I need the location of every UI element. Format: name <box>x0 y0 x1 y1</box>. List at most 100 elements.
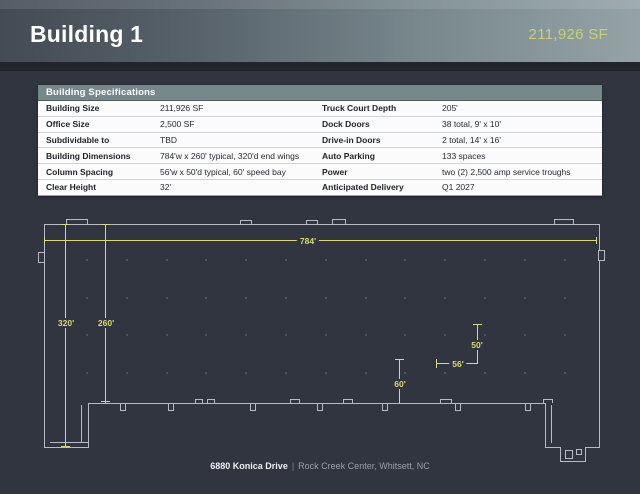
column-dot <box>325 259 327 261</box>
dimension-line-wing-depth <box>65 224 66 447</box>
column-dot <box>245 259 247 261</box>
column-dot <box>325 297 327 299</box>
building-outline-bottom-main <box>88 403 546 404</box>
column-dot <box>166 334 168 336</box>
column-dot <box>166 297 168 299</box>
spec-value: TBD <box>160 134 177 145</box>
column-dot <box>126 372 128 374</box>
column-dot <box>444 334 446 336</box>
footer-address: 6880 Konica Drive <box>210 461 288 471</box>
spec-label: Clear Height <box>46 182 97 193</box>
wall-notch <box>38 252 45 263</box>
dimension-label-speed-bay: 60' <box>391 379 409 389</box>
column-dot <box>404 334 406 336</box>
spec-label: Office Size <box>46 119 90 130</box>
dimension-label-typical-depth: 260' <box>94 318 118 328</box>
left-wing-inner-floor <box>50 442 88 443</box>
right-wing-inner-wall <box>551 405 552 443</box>
column-dot <box>365 372 367 374</box>
roof-bump <box>66 219 88 224</box>
spec-label: Subdividable to <box>46 134 110 145</box>
column-dot <box>404 297 406 299</box>
wall-bump <box>440 399 452 403</box>
building-outline-left <box>44 224 45 448</box>
dock-door-mark <box>168 404 174 411</box>
table-row: Column Spacing 56'w x 50'd typical, 60' … <box>38 164 602 180</box>
column-dot <box>365 297 367 299</box>
roof-bump <box>332 219 346 224</box>
footer-separator: | <box>291 461 295 471</box>
dock-door-mark <box>120 404 126 411</box>
spec-value: 38 total, 9' x 10' <box>442 119 502 130</box>
spec-label: Column Spacing <box>46 166 114 177</box>
footer: 6880 Konica Drive | Rock Creek Center, Whi… <box>0 461 640 471</box>
column-dot <box>365 259 367 261</box>
entry-vestibule <box>560 447 586 462</box>
header: Building 1 211,926 SF <box>0 0 640 62</box>
wall-bump <box>343 399 353 403</box>
column-dot <box>325 334 327 336</box>
column-dot <box>126 259 128 261</box>
dimension-tick <box>61 446 70 447</box>
column-dot <box>245 372 247 374</box>
column-dot <box>86 372 88 374</box>
page-title: Building 1 <box>30 20 144 47</box>
dimension-label-width: 784' <box>296 236 320 246</box>
table-row: Building Dimensions 784'w x 260' typical… <box>38 148 602 165</box>
header-divider <box>0 62 640 71</box>
entry-vestibule-detail <box>576 449 582 455</box>
left-wing-bottom <box>44 447 89 448</box>
dock-door-mark <box>317 404 323 411</box>
table-row: Office Size 2,500 SF Dock Doors 38 total… <box>38 117 602 133</box>
column-dot <box>86 297 88 299</box>
table-row: Subdividable to TBD Drive-in Doors 2 tot… <box>38 133 602 149</box>
spec-value: 2 total, 14' x 16' <box>442 134 502 145</box>
column-dot <box>126 297 128 299</box>
spec-value: 205' <box>442 103 458 114</box>
wall-bump <box>195 399 203 403</box>
spec-value: 56'w x 50'd typical, 60' speed bay <box>160 166 286 177</box>
column-dot <box>484 259 486 261</box>
spec-label: Power <box>322 166 348 177</box>
left-wing-inner-wall <box>88 403 89 448</box>
column-dot <box>205 259 207 261</box>
table-row: Building Size 211,926 SF Truck Court Dep… <box>38 101 602 117</box>
spec-value: 133 spaces <box>442 150 486 161</box>
spec-value: 211,926 SF <box>160 103 204 114</box>
column-dot <box>126 334 128 336</box>
spec-label: Building Dimensions <box>46 150 131 161</box>
column-dot <box>444 297 446 299</box>
dock-door-mark <box>250 404 256 411</box>
column-dot <box>564 297 566 299</box>
dimension-tick <box>596 237 597 244</box>
column-dot <box>524 297 526 299</box>
spec-label: Auto Parking <box>322 150 375 161</box>
entry-vestibule-detail <box>565 450 573 459</box>
table-body: Building Size 211,926 SF Truck Court Dep… <box>38 101 602 196</box>
column-dot <box>484 372 486 374</box>
column-dot <box>444 259 446 261</box>
column-dot <box>524 372 526 374</box>
column-dot <box>86 259 88 261</box>
wall-bump <box>290 399 300 403</box>
wall-notch <box>598 250 605 261</box>
spec-value: Q1 2027 <box>442 182 475 193</box>
spec-value: 784'w x 260' typical, 320'd end wings <box>160 150 300 161</box>
column-dot <box>86 334 88 336</box>
wall-bump <box>207 399 215 403</box>
roof-bump <box>240 220 252 224</box>
column-dot <box>484 334 486 336</box>
roof-bump <box>306 220 318 224</box>
dimension-tick <box>44 237 45 244</box>
column-dot <box>444 372 446 374</box>
column-dot <box>285 372 287 374</box>
table-row: Clear Height 32' Anticipated Delivery Q1… <box>38 180 602 196</box>
dimension-line-typical-depth <box>105 224 106 403</box>
column-dot <box>285 334 287 336</box>
dimension-line-width <box>44 240 597 241</box>
column-dot <box>564 372 566 374</box>
column-dot <box>524 334 526 336</box>
column-dot <box>205 372 207 374</box>
column-dot <box>166 372 168 374</box>
